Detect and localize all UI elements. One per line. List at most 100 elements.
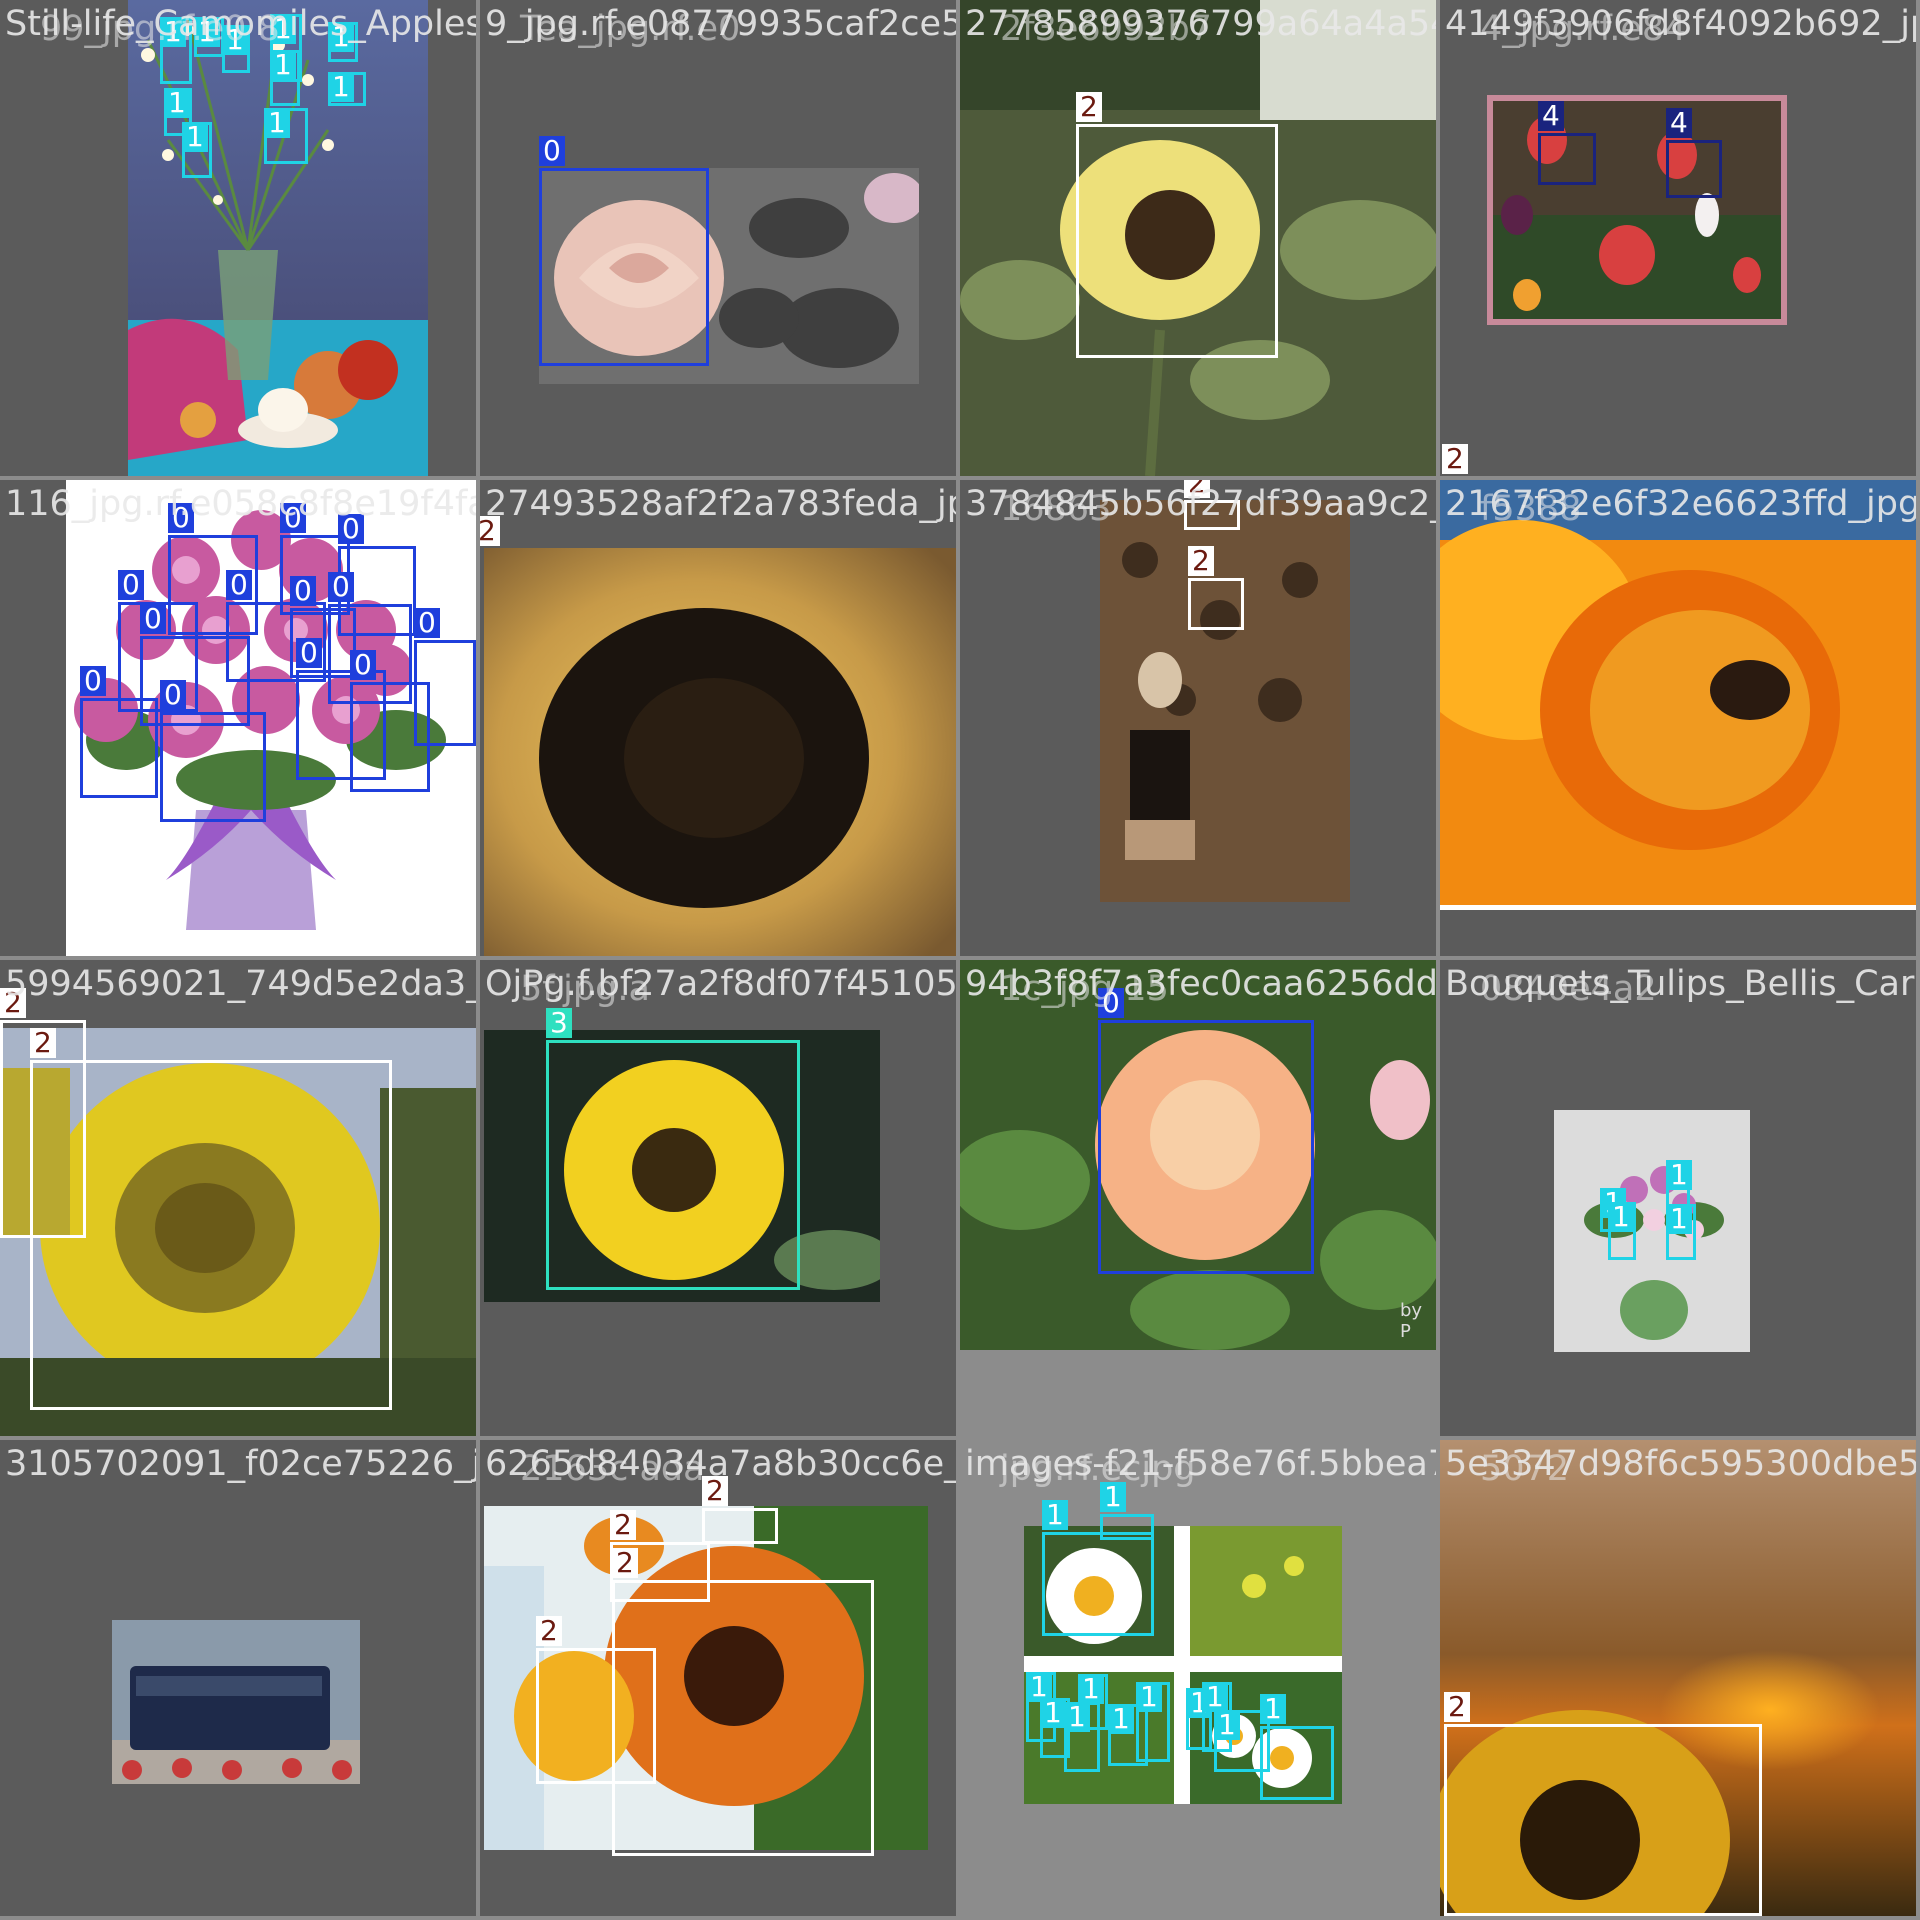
bbox-label: 1 [1040, 1698, 1066, 1728]
bbox-class-1: 1 [1666, 1204, 1696, 1260]
bbox-label: 1 [1202, 1682, 1228, 1712]
filename-overlap: f5388 [1480, 489, 1582, 529]
bbox-label: 1 [1666, 1160, 1692, 1190]
filename-overlap: 1c_jpg 15 [1000, 969, 1169, 1009]
filename-overlap: 5072 [1480, 1449, 1570, 1489]
bbox-class-1: 1 [1608, 1202, 1636, 1260]
bbox-class-1: 1 [270, 50, 300, 106]
tile-filename: 116_jpg.rf.e058c8f8e19f4fa3 [5, 484, 476, 524]
bbox-label: 0 [539, 136, 565, 166]
bbox-label: 0 [328, 572, 354, 602]
bbox-label: 1 [1042, 1500, 1068, 1530]
bbox-class-0: 0 [118, 570, 198, 712]
bbox-class-1: 1 [1108, 1704, 1148, 1766]
bbox-label: 1 [1666, 1204, 1692, 1234]
filename-overlap: 0840e4a2 [1480, 969, 1657, 1009]
filename-overlap: 16863 [1000, 489, 1112, 529]
bbox-class-0: 0 [290, 576, 356, 678]
bbox-class-1: 1 [194, 17, 224, 57]
bbox-class-0: 0 [280, 503, 350, 615]
rose-bouquet-photo [66, 480, 476, 956]
photo-watermark: by P [1400, 1300, 1423, 1342]
bbox-class-2: 2 [702, 1476, 778, 1544]
tile-sunflower-center: 2 27493528af2f2a783feda_jpg. [480, 480, 956, 956]
bbox-class-0: 0 [539, 136, 709, 366]
bbox-label: 0 [296, 638, 322, 668]
bbox-label: 1 [1608, 1202, 1634, 1232]
tile-filename: OjPg.f.bf27a2f8df07f4510523 [485, 964, 956, 1004]
bbox-class-1: 1 [270, 14, 302, 82]
rose-photo [539, 168, 919, 384]
bbox-class-1: 1 [222, 25, 250, 73]
bbox-label: 0 [168, 503, 194, 533]
tile-filename: 6265d84034a7a8b30cc6e_n [485, 1444, 956, 1484]
bbox-class-2: 2 [1184, 480, 1240, 530]
bbox-class-0: 0 [350, 650, 430, 792]
bbox-class-1: 1 [1100, 1482, 1154, 1540]
bbox-class-1: 1 [264, 108, 308, 164]
bbox-label: 1 [328, 22, 354, 52]
bbox-label: 0 [350, 650, 376, 680]
bbox-label: 4 [1538, 101, 1564, 131]
bbox-class-2: 2 [1188, 546, 1244, 630]
bbox-label: 2 [1444, 1692, 1470, 1722]
tile-filename: 2167f32e6f32e6623ffd_jpg [1445, 484, 1916, 524]
bbox-class-2: 2 [612, 1548, 874, 1856]
tile-bus: 3105702091_f02ce75226_jpg [0, 1440, 476, 1916]
filename-overlap: jpg.rf.ecjpg [1000, 1449, 1196, 1489]
bbox-class-1: 1 [1078, 1674, 1108, 1730]
bbox-label: 0 [290, 576, 316, 606]
bbox-class-0: 0 [338, 514, 416, 636]
sunflower-dark-photo [484, 1030, 880, 1302]
bbox-class-2: 2 [610, 1510, 710, 1602]
bbox-label: 0 [280, 503, 306, 533]
tile-filename: images-f21-f58e76f.5bbea7b9e [965, 1444, 1436, 1484]
bbox-class-1: 1 [1042, 1500, 1154, 1636]
tile-small-bouquet: 1 1 1 1 0840e4a2 Bouquets_Tulips_Bellis_… [1440, 960, 1916, 1436]
tile-filename: 4149f3906fd8f4092b692_jpg [1445, 4, 1916, 44]
bbox-label: 0 [80, 666, 106, 696]
tile-filename: 3784845b56f27df39aa9c2_m [965, 484, 1436, 524]
bbox-class-0: 0 [80, 666, 158, 798]
bbox-class-1: 1 [1214, 1710, 1270, 1772]
bbox-label: 2 [1188, 546, 1214, 576]
bbox-class-0: 0 [328, 572, 412, 704]
bbox-label: 1 [1064, 1702, 1090, 1732]
tile-orange-sunflower: f5388 2167f32e6f32e6623ffd_jpg [1440, 480, 1916, 956]
sunflower-photo [960, 0, 1436, 476]
filename-overlap: 5f.jpg.a [520, 969, 650, 1009]
bbox-label: 2 [1184, 480, 1210, 498]
sunflower-center-photo [484, 548, 956, 956]
tile-daisy-collage: 1 1 1 1 1 1 1 1 1 1 1 1 jpg.rf.ecjpg ima… [960, 1440, 1436, 1916]
bbox-label: 0 [226, 570, 252, 600]
bbox-class-2: 2 [1076, 92, 1278, 358]
filename-overlap: 2f3e6092b7 [1000, 9, 1212, 49]
orange-sunflowers-photo [484, 1506, 928, 1850]
bbox-label: 4 [1666, 108, 1692, 138]
bbox-class-1: 1 [1064, 1702, 1100, 1772]
bbox-class-1: 1 [182, 122, 212, 178]
bbox-class-2: 2 [536, 1616, 656, 1784]
bbox-label: 1 [1136, 1682, 1162, 1712]
bbox-label: 0 [118, 570, 144, 600]
tile-orange-sunflowers: 2 2 2 2 2163c ada 6265d84034a7a8b30cc6e_… [480, 1440, 956, 1916]
tile-sunset-sunflower: 2 5072 5e3347d98f6c595300dbe5_n [1440, 1440, 1916, 1916]
bbox-label: 1 [1108, 1704, 1134, 1734]
bbox-class-3: 3 [546, 1008, 800, 1290]
bbox-label: 1 [1214, 1710, 1240, 1740]
bbox-label: 3 [546, 1008, 572, 1038]
bbox-class-2: 2 [0, 988, 86, 1238]
bbox-label: 1 [270, 14, 296, 44]
bbox-class-0: 0 [414, 608, 476, 746]
bbox-class-1: 1 [328, 22, 358, 62]
bbox-class-2: 2 [1444, 1692, 1762, 1916]
bbox-class-1: 1 [1136, 1682, 1170, 1762]
bbox-label: 2 [536, 1616, 562, 1646]
sunset-sunflower-photo [1440, 1440, 1916, 1916]
small-bouquet-photo [1554, 1110, 1750, 1352]
tulips-photo [1487, 95, 1787, 325]
bbox-class-0: 0 [140, 604, 250, 726]
tile-sunflower-field: 2 2 16863 3784845b56f27df39aa9c2_m [960, 480, 1436, 956]
